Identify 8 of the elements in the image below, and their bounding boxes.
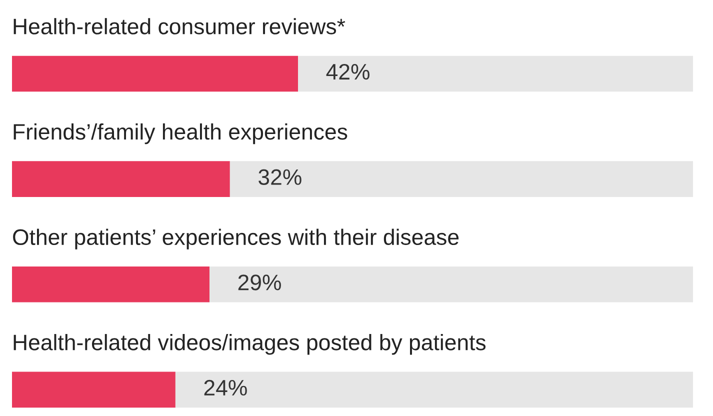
y-tick-label: Health-related consumer reviews* [14,18,346,34]
data-label: 24% [204,380,247,396]
data-label: 42% [326,64,370,80]
y-tick-label: Other patients’ experiences with their disease [13,228,459,250]
data-label: 32% [258,169,302,186]
y-tick-label: Friends’/family health experiences [14,123,348,144]
data-label: 29% [238,274,281,290]
y-tick-label: Health-related videos/images posted by patients [14,334,486,355]
